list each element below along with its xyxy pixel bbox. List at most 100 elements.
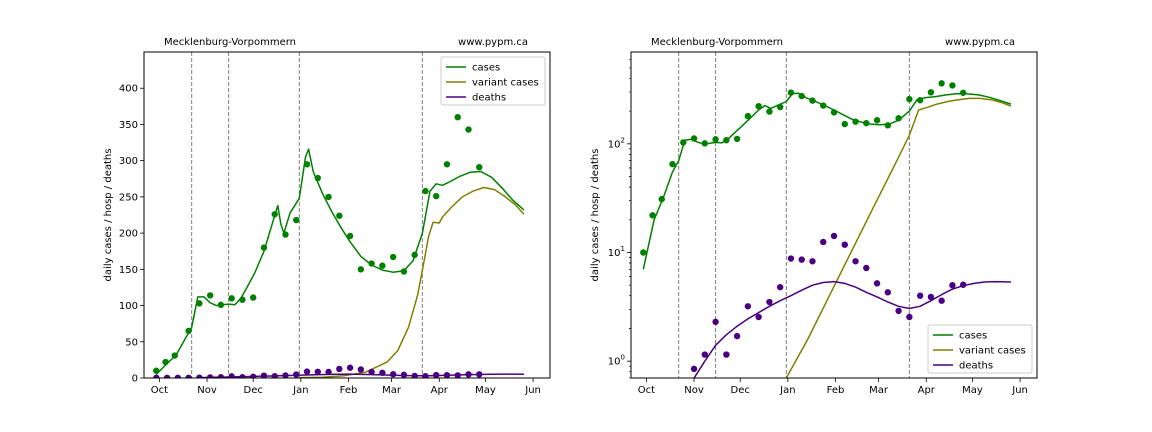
series-line-deaths xyxy=(200,373,524,378)
data-point xyxy=(744,112,752,120)
data-point xyxy=(368,260,375,267)
series-line-cases xyxy=(155,148,525,375)
panel-title-right: www.pypm.ca xyxy=(945,37,1015,48)
plot-area xyxy=(153,114,525,378)
chart-panel-2: Oct Nov Dec Jan Feb Mar Apr May Jun 100 101 102 dail… xyxy=(590,37,1038,396)
y-tick-label: 102 xyxy=(608,136,625,150)
data-point xyxy=(432,192,440,200)
data-point xyxy=(260,372,268,378)
x-tick-label: Dec xyxy=(731,385,750,396)
data-point xyxy=(346,232,354,240)
x-tick-label: Jun xyxy=(524,385,541,396)
x-tick-label: Jun xyxy=(1011,385,1028,396)
y-tick-label: 200 xyxy=(119,229,138,240)
data-point xyxy=(206,374,214,378)
data-point xyxy=(906,313,913,321)
data-point xyxy=(852,258,859,265)
data-point xyxy=(249,294,257,301)
data-point xyxy=(927,293,935,301)
data-point xyxy=(809,97,816,104)
y-tick-label: 300 xyxy=(119,156,138,167)
legend-box xyxy=(927,324,1033,374)
data-point xyxy=(776,103,784,111)
data-point xyxy=(959,89,967,96)
data-point xyxy=(400,268,408,275)
data-point xyxy=(228,373,235,378)
data-point xyxy=(271,211,278,218)
data-point xyxy=(389,371,397,378)
data-point xyxy=(927,89,935,96)
data-point xyxy=(336,212,343,219)
data-point xyxy=(830,109,838,116)
data-point xyxy=(153,374,160,378)
data-point xyxy=(379,262,386,269)
panel-title-left: Mecklenburg-Vorpommern xyxy=(651,37,783,48)
data-point xyxy=(669,160,676,168)
x-tick-label: May xyxy=(475,385,496,396)
data-point xyxy=(228,295,235,302)
data-point xyxy=(712,136,719,143)
data-point xyxy=(196,374,203,378)
data-point xyxy=(249,373,257,378)
data-point xyxy=(895,115,902,122)
x-tick-label: Feb xyxy=(340,385,358,396)
data-point xyxy=(174,374,182,378)
data-point xyxy=(863,264,870,272)
y-tick-label: 0 xyxy=(132,374,138,385)
data-point xyxy=(389,253,397,261)
data-point xyxy=(787,255,795,262)
plot-area xyxy=(640,80,1012,378)
data-point xyxy=(820,238,827,246)
data-point xyxy=(680,139,687,146)
data-point xyxy=(733,135,741,143)
legend: cases variant cases deaths xyxy=(927,324,1033,374)
x-tick-label: Oct xyxy=(638,385,655,396)
x-tick-label: Nov xyxy=(197,385,217,396)
data-point xyxy=(400,371,408,378)
x-tick-label: Mar xyxy=(382,385,402,396)
panel-title-right: www.pypm.ca xyxy=(458,37,528,48)
series-line-cases xyxy=(642,92,1012,270)
data-point xyxy=(873,280,881,287)
panel-title-left: Mecklenburg-Vorpommern xyxy=(164,37,296,48)
data-point xyxy=(723,137,730,144)
data-point xyxy=(163,374,171,378)
data-point xyxy=(712,318,719,326)
data-point xyxy=(949,282,956,289)
data-point xyxy=(895,307,902,315)
legend-label: deaths xyxy=(959,361,993,372)
data-point xyxy=(443,161,451,168)
data-point xyxy=(916,97,924,104)
data-point xyxy=(162,358,169,366)
data-point xyxy=(153,367,160,374)
series-line-variant-cases xyxy=(299,186,525,378)
data-point xyxy=(346,364,354,371)
y-axis-label: daily cases / hosp / deaths xyxy=(590,149,601,282)
legend-label: cases xyxy=(959,331,987,342)
x-tick-label: Apr xyxy=(431,385,449,396)
data-point xyxy=(733,332,741,340)
data-point xyxy=(217,301,225,309)
data-point xyxy=(690,365,698,373)
data-point xyxy=(787,89,795,96)
x-tick-label: Mar xyxy=(869,385,889,396)
data-point xyxy=(206,292,214,299)
data-point xyxy=(411,251,418,259)
y-tick-label: 100 xyxy=(119,301,138,312)
data-point xyxy=(171,352,178,359)
data-point xyxy=(314,368,321,375)
series-line-deaths xyxy=(693,280,1011,378)
data-point xyxy=(766,108,773,115)
data-point xyxy=(755,313,762,321)
y-tick-label: 100 xyxy=(608,354,625,368)
axes-frame xyxy=(143,51,551,379)
data-point xyxy=(357,366,365,373)
legend-label: cases xyxy=(472,63,500,74)
data-point xyxy=(185,327,192,335)
data-point xyxy=(959,281,967,288)
data-point xyxy=(658,195,665,203)
data-point xyxy=(916,292,924,299)
data-point xyxy=(368,368,375,376)
data-point xyxy=(185,374,192,378)
